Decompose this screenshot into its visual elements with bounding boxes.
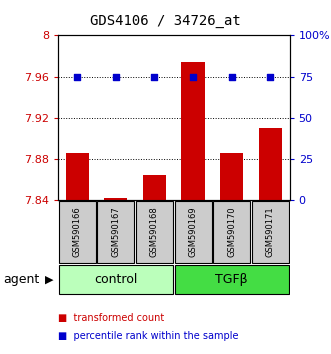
FancyBboxPatch shape <box>174 266 289 294</box>
Point <box>113 74 118 79</box>
Text: ■  percentile rank within the sample: ■ percentile rank within the sample <box>58 331 238 341</box>
Point <box>74 74 80 79</box>
Point <box>229 74 234 79</box>
Text: agent: agent <box>3 273 40 286</box>
Text: TGFβ: TGFβ <box>215 273 248 286</box>
Point <box>268 74 273 79</box>
Bar <box>181 62 205 200</box>
Point <box>152 74 157 79</box>
Text: ▶: ▶ <box>45 275 53 285</box>
FancyBboxPatch shape <box>252 201 289 263</box>
Text: GSM590168: GSM590168 <box>150 206 159 257</box>
Text: GSM590171: GSM590171 <box>266 206 275 257</box>
Text: ■  transformed count: ■ transformed count <box>58 313 164 323</box>
Point <box>190 74 196 79</box>
Text: GDS4106 / 34726_at: GDS4106 / 34726_at <box>90 14 241 28</box>
Text: GSM590166: GSM590166 <box>73 206 82 257</box>
FancyBboxPatch shape <box>136 201 173 263</box>
Text: GSM590169: GSM590169 <box>189 206 198 257</box>
Text: GSM590167: GSM590167 <box>111 206 120 257</box>
FancyBboxPatch shape <box>59 201 96 263</box>
FancyBboxPatch shape <box>97 201 134 263</box>
FancyBboxPatch shape <box>174 201 212 263</box>
Bar <box>66 153 89 200</box>
Bar <box>220 153 243 200</box>
FancyBboxPatch shape <box>59 266 173 294</box>
Bar <box>104 198 127 200</box>
Text: control: control <box>94 273 138 286</box>
Bar <box>143 175 166 200</box>
Text: GSM590170: GSM590170 <box>227 206 236 257</box>
FancyBboxPatch shape <box>213 201 250 263</box>
Bar <box>259 128 282 200</box>
